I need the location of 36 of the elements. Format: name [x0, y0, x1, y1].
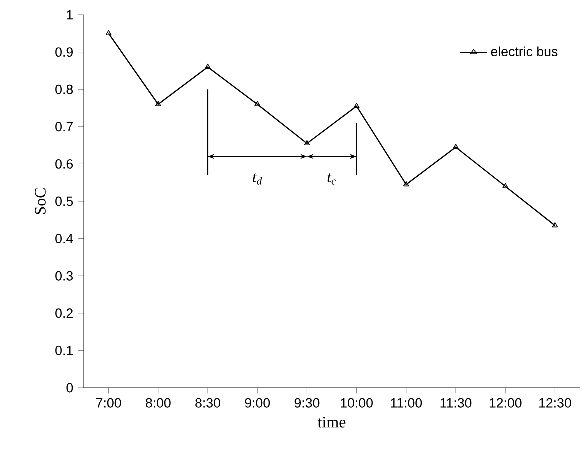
- x-tick-label: 12:00: [490, 398, 522, 408]
- y-axis-title: SoC: [35, 188, 46, 214]
- y-tick-label: 0.7: [56, 122, 73, 132]
- point: [205, 64, 211, 70]
- y-tick-label: 0.9: [56, 48, 73, 58]
- x-tick-label: 9:30: [294, 398, 320, 408]
- point: [502, 183, 509, 188]
- y-tick-label: 0.5: [56, 196, 74, 206]
- y-tick-label: 0.1: [56, 346, 73, 356]
- x-tick-label: 9:00: [245, 398, 270, 408]
- x-tick-label: 7:00: [96, 398, 122, 408]
- annotation: t$_{c}$: [328, 173, 336, 185]
- x-tick-label: 11:00: [391, 398, 422, 408]
- x-axis-title: time: [318, 416, 346, 428]
- x-tick-label: 10:00: [341, 398, 373, 408]
- point: [552, 222, 558, 228]
- x-tick-label: 8:30: [196, 398, 220, 408]
- y-tick-label: 0: [66, 383, 74, 393]
- x-tick-label: 8:00: [146, 398, 171, 408]
- y-tick-label: 1: [67, 10, 73, 20]
- point: [304, 140, 310, 146]
- y-tick-label: 0.3: [56, 271, 74, 281]
- point: [254, 101, 261, 106]
- y-tick-label: 0.4: [56, 234, 74, 244]
- point: [354, 103, 360, 108]
- y-tick-label: 0.8: [56, 84, 74, 94]
- x-tick-label: 11:30: [440, 398, 472, 408]
- point: [155, 101, 162, 106]
- y-tick-label: 0.6: [56, 159, 74, 169]
- annotation: t$_{d}$: [253, 173, 262, 185]
- point: [106, 30, 112, 36]
- legend-label: electric bus: [491, 46, 558, 56]
- point: [453, 144, 459, 150]
- y-tick-label: 0.2: [56, 308, 73, 318]
- x-tick-label: 12:30: [540, 398, 572, 408]
- point: [403, 181, 410, 187]
